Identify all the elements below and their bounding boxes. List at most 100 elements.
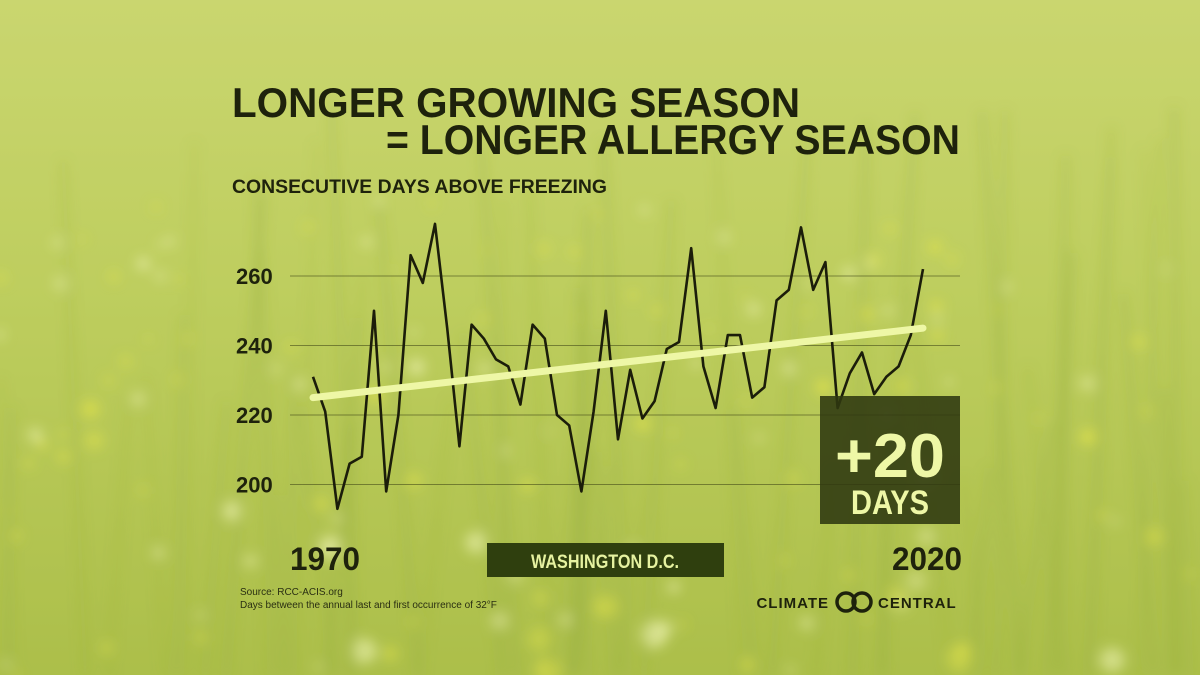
flower <box>676 460 685 469</box>
source-line: Source: RCC-ACIS.org <box>240 587 343 598</box>
flower <box>628 290 638 300</box>
flower <box>1035 414 1043 423</box>
flower <box>476 313 489 325</box>
flower <box>634 416 651 432</box>
grass <box>1120 293 1158 675</box>
grass <box>173 314 185 675</box>
location-label: WASHINGTON D.C. <box>531 552 679 573</box>
flower <box>285 340 298 353</box>
flower <box>591 209 601 219</box>
flower <box>843 569 855 581</box>
flower <box>382 645 398 662</box>
flower <box>559 614 571 626</box>
flower <box>537 242 551 256</box>
flower <box>13 671 21 675</box>
flower <box>151 202 161 212</box>
flower <box>1079 376 1095 391</box>
title-line: LONGER GROWING SEASON <box>232 79 800 126</box>
flower <box>802 307 811 316</box>
flower <box>131 392 145 406</box>
grass <box>328 102 358 675</box>
flower <box>426 198 437 209</box>
location-box <box>487 543 724 577</box>
flower <box>84 431 104 450</box>
flower <box>80 399 101 419</box>
grass <box>615 486 650 675</box>
flower <box>271 364 282 374</box>
grass <box>1089 157 1113 675</box>
flower <box>638 204 651 216</box>
flower <box>916 526 937 547</box>
flower <box>1003 282 1013 292</box>
title-line: = LONGER ALLERGY SEASON <box>386 116 960 163</box>
flower <box>785 665 796 675</box>
flower <box>527 626 553 652</box>
flower <box>374 196 383 205</box>
grass <box>1181 480 1192 675</box>
flower <box>57 429 68 440</box>
flower <box>477 362 492 377</box>
grass <box>107 397 131 675</box>
flower <box>313 663 322 671</box>
flower <box>78 235 86 244</box>
x-tick-label: 2020 <box>892 541 962 577</box>
grass <box>376 203 421 675</box>
grass <box>1138 138 1163 675</box>
grass <box>223 193 266 675</box>
flower <box>885 224 895 234</box>
flower <box>0 272 7 285</box>
grass <box>286 370 295 675</box>
flower <box>183 334 191 343</box>
flower <box>815 379 831 395</box>
flower <box>381 363 390 372</box>
flower <box>409 328 419 337</box>
flower <box>464 531 487 554</box>
grass <box>527 190 553 675</box>
grass <box>967 467 993 675</box>
grass <box>295 141 318 675</box>
trend-line <box>309 324 927 402</box>
flower <box>755 434 764 443</box>
flower <box>107 270 120 283</box>
flower <box>1110 516 1120 527</box>
flower <box>102 374 115 387</box>
logo-text: CENTRAL <box>878 595 957 612</box>
annotation-unit: DAYS <box>851 484 929 522</box>
flower <box>303 222 314 232</box>
flower <box>315 497 328 510</box>
grass <box>979 111 1023 675</box>
flower <box>905 570 927 592</box>
grass <box>144 376 167 675</box>
flower <box>36 438 49 451</box>
grass <box>570 328 602 675</box>
flower <box>521 479 534 492</box>
flower <box>862 615 870 623</box>
flower <box>786 471 801 486</box>
flower <box>745 301 762 317</box>
grass <box>1161 388 1178 675</box>
flower <box>1163 265 1171 273</box>
grass <box>1142 149 1171 675</box>
flower <box>945 645 972 673</box>
grass <box>202 401 230 675</box>
grass <box>276 495 280 675</box>
flower <box>0 329 6 341</box>
flower <box>144 335 153 343</box>
flower <box>1132 335 1146 349</box>
flower <box>52 276 68 292</box>
grass <box>478 140 519 675</box>
y-tick-label: 260 <box>236 264 273 289</box>
flower <box>391 266 399 274</box>
flower <box>407 358 426 377</box>
flower <box>678 620 686 629</box>
grass <box>185 142 196 675</box>
flower <box>930 328 945 342</box>
flower <box>244 554 257 568</box>
flower <box>1079 429 1096 445</box>
grass <box>0 378 15 675</box>
grass <box>418 398 452 675</box>
grass <box>345 317 360 675</box>
flower <box>933 315 942 324</box>
grass <box>769 135 810 675</box>
